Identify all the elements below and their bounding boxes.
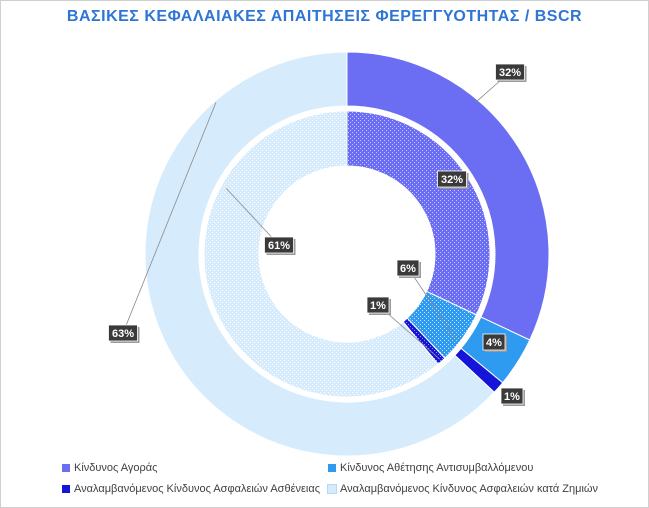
svg-text:32%: 32% xyxy=(441,174,463,186)
legend-label-health: Αναλαμβανόμενος Κίνδυνος Ασφαλειών Ασθέν… xyxy=(74,483,320,495)
svg-text:1%: 1% xyxy=(370,300,386,312)
leader-outer-nonlife xyxy=(122,102,217,334)
outer-slice-nonlife xyxy=(144,51,495,457)
svg-text:1%: 1% xyxy=(504,391,520,403)
inner-slice-market xyxy=(346,110,491,316)
label-inner-health: 1% xyxy=(366,296,391,315)
legend-item-default: Κίνδυνος Αθέτησης Αντισυμβαλλόμενου xyxy=(328,462,533,474)
legend-label-market: Κίνδυνος Αγοράς xyxy=(74,462,158,474)
leader-inner-default xyxy=(407,267,457,341)
inner-slice-nonlife xyxy=(203,110,439,398)
legend-swatch-market xyxy=(62,464,70,472)
legend-swatch-nonlife xyxy=(327,484,337,494)
inner-ring xyxy=(203,110,491,398)
svg-text:61%: 61% xyxy=(268,240,290,252)
label-inner-default: 6% xyxy=(396,259,421,278)
data-labels: 32% 4% 1% 63% 32% 6% 1% 61% xyxy=(108,63,527,406)
svg-text:63%: 63% xyxy=(112,328,134,340)
legend-item-market: Κίνδυνος Αγοράς xyxy=(62,462,157,474)
label-outer-default: 4% xyxy=(482,333,507,352)
legend-swatch-default xyxy=(328,464,336,472)
label-inner-nonlife: 61% xyxy=(264,236,296,255)
legend-label-default: Κίνδυνος Αθέτησης Αντισυμβαλλόμενου xyxy=(340,462,534,474)
label-outer-health: 1% xyxy=(500,387,525,406)
outer-ring xyxy=(144,51,550,457)
legend-swatch-health xyxy=(62,485,70,493)
label-inner-market: 32% xyxy=(437,170,469,189)
svg-text:4%: 4% xyxy=(486,337,502,349)
svg-text:6%: 6% xyxy=(400,263,416,275)
label-outer-nonlife: 63% xyxy=(108,324,140,343)
outer-slice-market xyxy=(346,51,550,341)
leader-inner-nonlife xyxy=(225,188,280,246)
chart-title: ΒΑΣΙΚΕΣ ΚΕΦΑΛΑΙΑΚΕΣ ΑΠΑΙΤΗΣΕΙΣ ΦΕΡΕΓΓΥΟΤ… xyxy=(66,8,583,25)
legend-item-health: Αναλαμβανόμενος Κίνδυνος Ασφαλειών Ασθέν… xyxy=(62,483,320,495)
legend-label-nonlife: Αναλαμβανόμενος Κίνδυνος Ασφαλειών κατά … xyxy=(340,483,598,495)
legend-item-nonlife: Αναλαμβανόμενος Κίνδυνος Ασφαλειών κατά … xyxy=(327,483,598,495)
label-outer-market: 32% xyxy=(495,63,527,82)
svg-text:32%: 32% xyxy=(499,67,521,79)
